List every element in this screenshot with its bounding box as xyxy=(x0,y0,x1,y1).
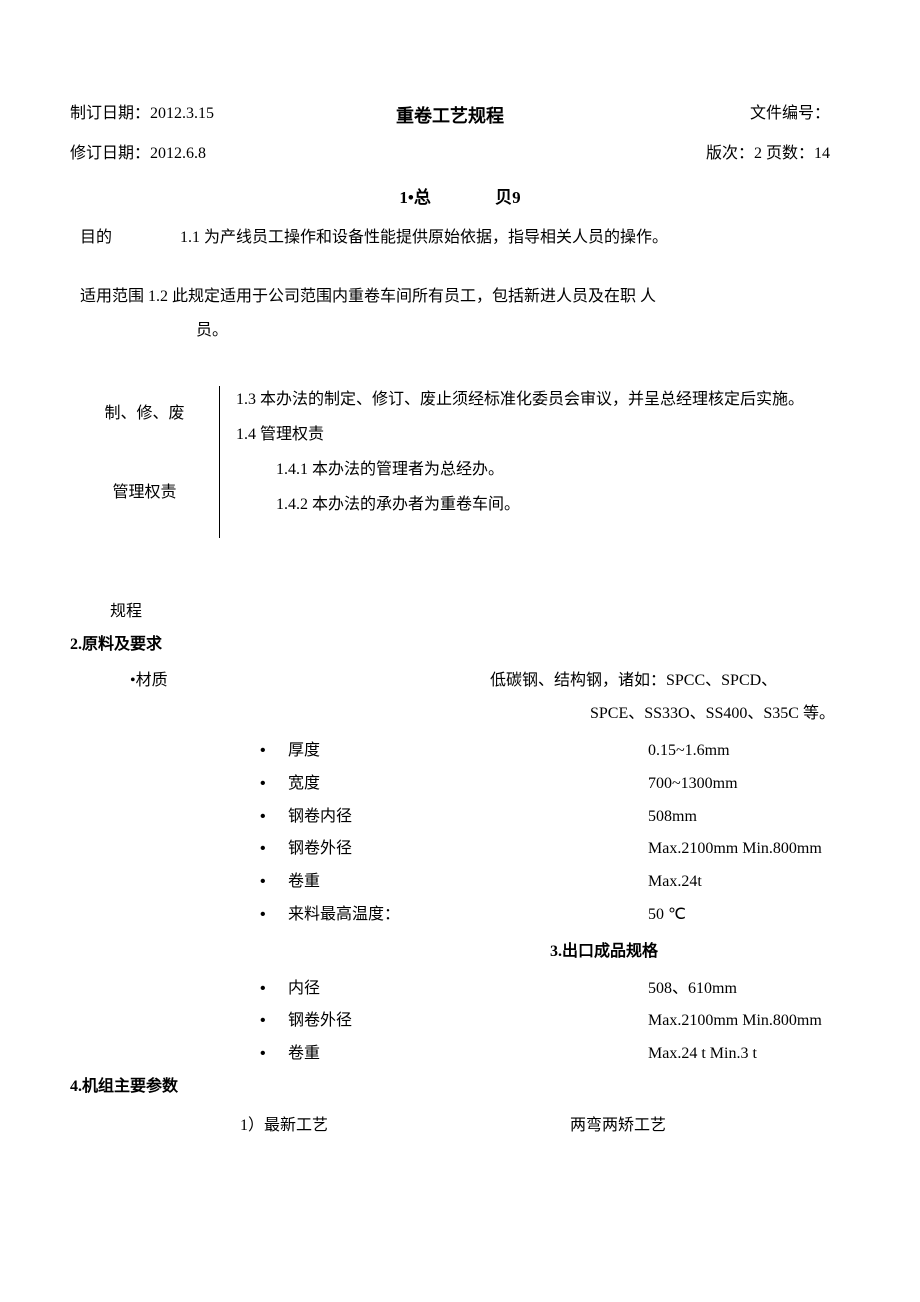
rules-label: 规程 xyxy=(110,598,850,627)
bullet-icon: • xyxy=(260,975,288,1004)
section4-heading: 4.机组主要参数 xyxy=(70,1073,850,1102)
pages-value: 14 xyxy=(814,145,830,162)
scope-label: 适用范围 xyxy=(80,283,144,347)
spec-label: 钢卷外径 xyxy=(288,1007,648,1036)
section3-spec-list: •内径508、610mm•钢卷外径Max.2100mm Min.800mm•卷重… xyxy=(260,975,850,1069)
bullet-icon: • xyxy=(260,835,288,864)
header-row-1: 制订日期：2012.3.15 重卷工艺规程 文件编号： xyxy=(70,100,850,132)
spec-item: •卷重Max.24 t Min.3 t xyxy=(260,1040,850,1069)
section3-heading: 3.出口成品规格 xyxy=(550,938,850,967)
spec-item: •内径508、610mm xyxy=(260,975,850,1004)
version-pages: 版次：2 页数：14 xyxy=(450,140,850,169)
spec-item: •来料最高温度：50 ℃ xyxy=(260,901,850,930)
mgmt-block: 制、修、废 管理权责 1.3 本办法的制定、修订、废止须经标准化委员会审议，并呈… xyxy=(80,386,850,538)
spec-item: •钢卷外径Max.2100mm Min.800mm xyxy=(260,835,850,864)
rev-date-value: 2012.6.8 xyxy=(150,145,206,162)
version-value: 2 xyxy=(754,145,762,162)
rev-date-label: 修订日期： xyxy=(70,145,150,162)
version-label: 版次： xyxy=(706,145,754,162)
spec-label: 卷重 xyxy=(288,1040,648,1069)
bullet-icon: • xyxy=(260,1007,288,1036)
section1-heading-right: 贝9 xyxy=(495,183,521,214)
bullet-icon: • xyxy=(260,737,288,766)
spec-item: •厚度0.15~1.6mm xyxy=(260,737,850,766)
material-row: •材质 低碳钢、结构钢，诸如：SPCC、SPCD、 xyxy=(130,667,850,696)
scope-text-cont: 员。 xyxy=(148,317,850,346)
revision-date: 修订日期：2012.6.8 xyxy=(70,140,450,169)
spec-item: •钢卷外径Max.2100mm Min.800mm xyxy=(260,1007,850,1036)
spec-value: Max.24 t Min.3 t xyxy=(648,1040,850,1069)
pages-label: 页数： xyxy=(766,145,814,162)
goal-label: 目的 xyxy=(80,224,180,253)
header-row-2: 修订日期：2012.6.8 版次：2 页数：14 xyxy=(70,140,850,169)
section1-heading: 1•总 贝9 xyxy=(70,183,850,214)
spec-label: 宽度 xyxy=(288,770,648,799)
material-value: 低碳钢、结构钢，诸如：SPCC、SPCD、 xyxy=(490,667,850,696)
mgmt-right-col: 1.3 本办法的制定、修订、废止须经标准化委员会审议，并呈总经理核定后实施。 1… xyxy=(220,386,850,538)
bullet-icon: • xyxy=(260,901,288,930)
mgmt-142: 1.4.2 本办法的承办者为重卷车间。 xyxy=(236,491,850,520)
section1-heading-left: 1•总 xyxy=(399,183,430,214)
spec-item: •宽度700~1300mm xyxy=(260,770,850,799)
mgmt-14: 1.4 管理权责 xyxy=(236,421,850,450)
material-cont: SPCE、SS33O、SS400、S35C 等。 xyxy=(590,700,850,729)
spec-label: 内径 xyxy=(288,975,648,1004)
bullet-icon: • xyxy=(260,770,288,799)
spec-label: 卷重 xyxy=(288,868,648,897)
spec-item: •钢卷内径508mm xyxy=(260,803,850,832)
scope-text: 1.2 此规定适用于公司范围内重卷车间所有员工，包括新进人员及在职 人 员。 xyxy=(144,283,850,347)
spec-label: 来料最高温度： xyxy=(288,901,648,930)
bullet-icon: • xyxy=(260,803,288,832)
spec-item: •卷重Max.24t xyxy=(260,868,850,897)
mgmt-left-col: 制、修、废 管理权责 xyxy=(80,386,220,538)
unit-value: 两弯两矫工艺 xyxy=(570,1112,850,1141)
issue-date-label: 制订日期： xyxy=(70,105,150,122)
issue-date: 制订日期：2012.3.15 xyxy=(70,100,323,129)
material-label: •材质 xyxy=(130,667,490,696)
doc-number: 文件编号： xyxy=(577,100,850,129)
mgmt-left-top: 制、修、废 xyxy=(80,386,209,459)
spec-value: 508、610mm xyxy=(648,975,850,1004)
unit-row: 1）最新工艺 两弯两矫工艺 xyxy=(240,1112,850,1141)
spec-value: Max.24t xyxy=(648,868,850,897)
spec-label: 厚度 xyxy=(288,737,648,766)
section2-spec-list: •厚度0.15~1.6mm•宽度700~1300mm•钢卷内径508mm•钢卷外… xyxy=(260,737,850,930)
spec-value: 700~1300mm xyxy=(648,770,850,799)
unit-label: 1）最新工艺 xyxy=(240,1112,570,1141)
goal-text: 1.1 为产线员工操作和设备性能提供原始依据，指导相关人员的操作。 xyxy=(180,224,850,253)
spec-label: 钢卷内径 xyxy=(288,803,648,832)
spec-value: 0.15~1.6mm xyxy=(648,737,850,766)
scope-text-main: 1.2 此规定适用于公司范围内重卷车间所有员工，包括新进人员及在职 人 xyxy=(148,288,656,305)
mgmt-13: 1.3 本办法的制定、修订、废止须经标准化委员会审议，并呈总经理核定后实施。 xyxy=(236,386,850,415)
goal-row: 目的 1.1 为产线员工操作和设备性能提供原始依据，指导相关人员的操作。 xyxy=(80,224,850,253)
bullet-icon: • xyxy=(260,1040,288,1069)
spec-label: 钢卷外径 xyxy=(288,835,648,864)
mgmt-left-bot: 管理权责 xyxy=(80,459,209,538)
spec-value: 508mm xyxy=(648,803,850,832)
issue-date-value: 2012.3.15 xyxy=(150,105,214,122)
spec-value: Max.2100mm Min.800mm xyxy=(648,1007,850,1036)
scope-row: 适用范围 1.2 此规定适用于公司范围内重卷车间所有员工，包括新进人员及在职 人… xyxy=(80,283,850,347)
spec-value: 50 ℃ xyxy=(648,901,850,930)
mgmt-141: 1.4.1 本办法的管理者为总经办。 xyxy=(236,456,850,485)
section2-heading: 2.原料及要求 xyxy=(70,631,850,660)
doc-title: 重卷工艺规程 xyxy=(323,100,576,132)
bullet-icon: • xyxy=(260,868,288,897)
spec-value: Max.2100mm Min.800mm xyxy=(648,835,850,864)
